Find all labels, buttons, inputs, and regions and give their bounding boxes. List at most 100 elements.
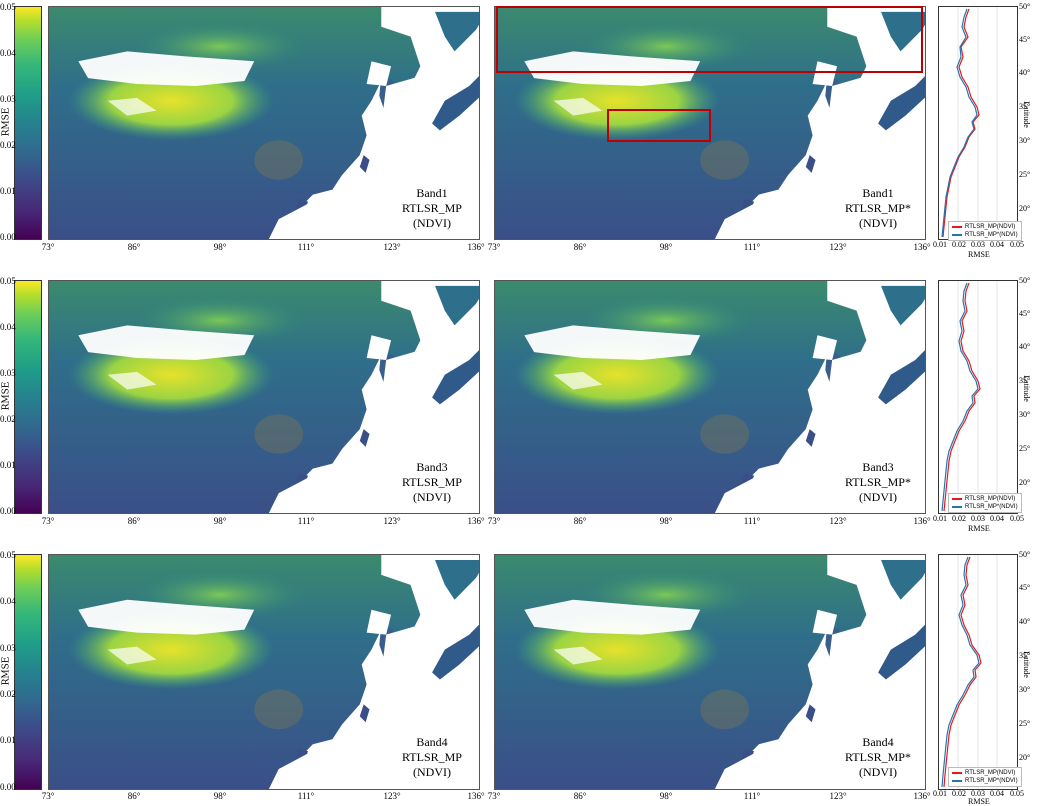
lon-tick: 73° bbox=[41, 791, 55, 801]
colorbar-tick: 0.01 bbox=[0, 460, 16, 470]
lon-tick: 123° bbox=[829, 242, 847, 252]
profile-x-tick: 0.05 bbox=[1010, 789, 1024, 798]
lat-tick: 25° bbox=[1019, 170, 1031, 179]
profile-x-label: RMSE bbox=[968, 797, 990, 806]
profile-x-tick: 0.01 bbox=[933, 514, 947, 523]
rmse-map-left bbox=[48, 280, 480, 514]
profile-x-tick: 0.01 bbox=[933, 789, 947, 798]
map-label-left: Band3 RTLSR_MP (NDVI) bbox=[402, 460, 462, 504]
profile-x-tick: 0.03 bbox=[971, 789, 985, 798]
colorbar-label: RMSE bbox=[1, 656, 12, 686]
colorbar-tick: 0.03 bbox=[0, 94, 16, 104]
lat-tick: 25° bbox=[1019, 719, 1031, 728]
lon-tick: 73° bbox=[41, 242, 55, 252]
colorbar-tick: 0.01 bbox=[0, 735, 16, 745]
profile-x-tick: 0.01 bbox=[933, 240, 947, 249]
lat-tick: 30° bbox=[1019, 685, 1031, 694]
lon-tick: 136° bbox=[913, 242, 931, 252]
map-label-right: Band1 RTLSR_MP* (NDVI) bbox=[845, 186, 911, 230]
map-label-left: Band1 RTLSR_MP (NDVI) bbox=[402, 186, 462, 230]
lon-tick: 111° bbox=[743, 791, 761, 801]
rmse-map-right bbox=[494, 280, 926, 514]
profile-x-tick: 0.05 bbox=[1010, 240, 1024, 249]
profile-x-tick: 0.02 bbox=[952, 789, 966, 798]
lat-tick: 45° bbox=[1019, 583, 1031, 592]
lat-tick: 45° bbox=[1019, 309, 1031, 318]
colorbar-tick: 0.03 bbox=[0, 368, 16, 378]
profile-y-label: Latitude bbox=[1021, 651, 1031, 678]
lon-tick: 86° bbox=[573, 242, 587, 252]
rmse-map-right bbox=[494, 554, 926, 790]
colorbar-tick: 0.03 bbox=[0, 643, 16, 653]
profile-legend: RTLSR_MP(NDVI) RTLSR_MP*(NDVI) bbox=[948, 767, 1022, 787]
profile-x-label: RMSE bbox=[968, 250, 990, 259]
lat-tick: 20° bbox=[1019, 753, 1031, 762]
lon-tick: 111° bbox=[743, 242, 761, 252]
lon-tick: 86° bbox=[127, 242, 141, 252]
lon-tick: 111° bbox=[743, 516, 761, 526]
lon-tick: 123° bbox=[829, 516, 847, 526]
lat-tick: 40° bbox=[1019, 342, 1031, 351]
lon-tick: 73° bbox=[487, 242, 501, 252]
colorbar-tick: 0.04 bbox=[0, 48, 16, 58]
lat-tick: 50° bbox=[1019, 2, 1031, 11]
colorbar-tick: 0.00 bbox=[0, 506, 16, 516]
lat-tick: 25° bbox=[1019, 444, 1031, 453]
profile-legend: RTLSR_MP(NDVI) RTLSR_MP*(NDVI) bbox=[948, 493, 1022, 513]
colorbar-tick: 0.05 bbox=[0, 2, 16, 12]
lat-tick: 40° bbox=[1019, 68, 1031, 77]
profile-x-tick: 0.02 bbox=[952, 514, 966, 523]
lon-tick: 98° bbox=[213, 242, 227, 252]
map-label-right: Band4 RTLSR_MP* (NDVI) bbox=[845, 735, 911, 779]
lon-tick: 123° bbox=[383, 242, 401, 252]
lon-tick: 136° bbox=[913, 516, 931, 526]
colorbar bbox=[14, 280, 42, 514]
profile-x-tick: 0.02 bbox=[952, 240, 966, 249]
lon-tick: 111° bbox=[297, 791, 315, 801]
lon-tick: 98° bbox=[213, 516, 227, 526]
colorbar-label: RMSE bbox=[1, 381, 12, 411]
highlight-box-north bbox=[496, 6, 923, 73]
lon-tick: 73° bbox=[487, 516, 501, 526]
profile-x-tick: 0.03 bbox=[971, 240, 985, 249]
lat-tick: 20° bbox=[1019, 204, 1031, 213]
lon-tick: 123° bbox=[383, 516, 401, 526]
lat-tick: 50° bbox=[1019, 550, 1031, 559]
colorbar-tick: 0.04 bbox=[0, 596, 16, 606]
lon-tick: 86° bbox=[573, 516, 587, 526]
lon-tick: 73° bbox=[41, 516, 55, 526]
colorbar-tick: 0.00 bbox=[0, 782, 16, 792]
lat-tick: 35° bbox=[1019, 376, 1031, 385]
profile-x-tick: 0.04 bbox=[990, 514, 1004, 523]
lon-tick: 136° bbox=[913, 791, 931, 801]
profile-x-tick: 0.04 bbox=[990, 240, 1004, 249]
lon-tick: 86° bbox=[127, 516, 141, 526]
map-label-left: Band4 RTLSR_MP (NDVI) bbox=[402, 735, 462, 779]
colorbar-tick: 0.00 bbox=[0, 232, 16, 242]
latitude-profile bbox=[938, 280, 1018, 514]
colorbar-label: RMSE bbox=[1, 107, 12, 137]
lat-tick: 40° bbox=[1019, 617, 1031, 626]
lon-tick: 136° bbox=[467, 242, 485, 252]
lat-tick: 30° bbox=[1019, 136, 1031, 145]
lon-tick: 86° bbox=[573, 791, 587, 801]
map-label-right: Band3 RTLSR_MP* (NDVI) bbox=[845, 460, 911, 504]
lon-tick: 123° bbox=[829, 791, 847, 801]
lat-tick: 20° bbox=[1019, 478, 1031, 487]
profile-x-tick: 0.04 bbox=[990, 789, 1004, 798]
profile-lines bbox=[941, 7, 998, 239]
colorbar bbox=[14, 6, 42, 240]
colorbar bbox=[14, 554, 42, 790]
lat-tick: 30° bbox=[1019, 410, 1031, 419]
lat-tick: 50° bbox=[1019, 276, 1031, 285]
lon-tick: 98° bbox=[213, 791, 227, 801]
profile-legend: RTLSR_MP(NDVI) RTLSR_MP*(NDVI) bbox=[948, 221, 1022, 241]
rmse-map-left bbox=[48, 554, 480, 790]
lon-tick: 111° bbox=[297, 516, 315, 526]
lon-tick: 123° bbox=[383, 791, 401, 801]
colorbar-tick: 0.01 bbox=[0, 186, 16, 196]
profile-y-label: Latitude bbox=[1021, 375, 1031, 402]
colorbar-tick: 0.02 bbox=[0, 140, 16, 150]
profile-x-tick: 0.03 bbox=[971, 514, 985, 523]
lon-tick: 98° bbox=[659, 791, 673, 801]
